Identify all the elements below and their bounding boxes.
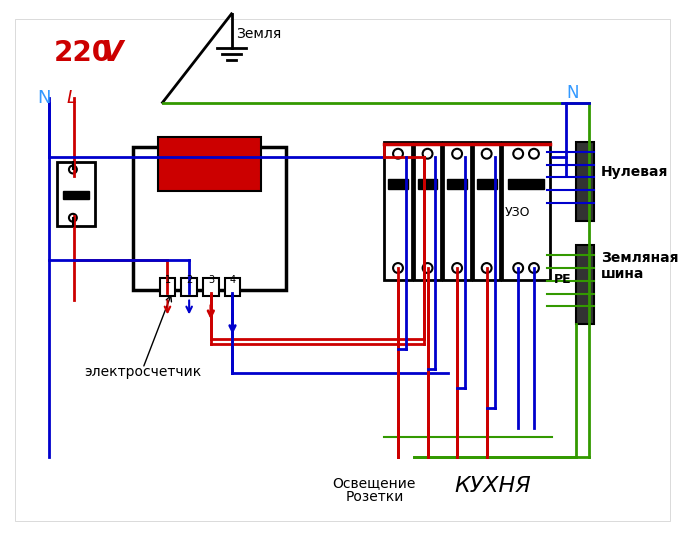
Circle shape xyxy=(514,149,523,159)
Bar xyxy=(576,142,594,221)
Bar xyxy=(414,142,441,280)
Bar xyxy=(418,179,437,189)
Bar xyxy=(473,142,500,280)
Bar xyxy=(133,147,286,289)
Circle shape xyxy=(69,214,77,222)
Text: 3: 3 xyxy=(208,275,214,285)
Bar xyxy=(224,278,240,295)
Circle shape xyxy=(482,263,491,273)
Bar xyxy=(63,190,89,199)
Text: L: L xyxy=(67,89,77,107)
Bar xyxy=(502,142,550,280)
Text: КУХНЯ: КУХНЯ xyxy=(455,476,531,495)
Circle shape xyxy=(393,149,403,159)
Text: V: V xyxy=(101,39,123,67)
Bar xyxy=(384,142,412,280)
Circle shape xyxy=(423,149,432,159)
Bar xyxy=(158,137,261,191)
Text: электросчетчик: электросчетчик xyxy=(83,365,201,379)
Bar xyxy=(181,278,197,295)
Text: N: N xyxy=(566,83,579,102)
Bar xyxy=(57,161,95,225)
Text: 1: 1 xyxy=(165,275,171,285)
Circle shape xyxy=(529,149,539,159)
Circle shape xyxy=(69,166,77,173)
Text: N: N xyxy=(38,89,51,107)
Circle shape xyxy=(529,263,539,273)
Circle shape xyxy=(482,149,491,159)
Circle shape xyxy=(423,263,432,273)
Bar xyxy=(576,245,594,324)
Text: УЗО: УЗО xyxy=(505,206,530,219)
Text: шина: шина xyxy=(601,267,644,281)
Bar xyxy=(508,179,543,189)
Bar xyxy=(160,278,175,295)
Text: Земляная: Земляная xyxy=(601,251,678,265)
Text: Розетки: Розетки xyxy=(345,491,404,505)
Bar xyxy=(477,179,496,189)
Text: 220: 220 xyxy=(54,39,113,67)
Text: Освещение: Освещение xyxy=(333,476,416,490)
Bar xyxy=(203,278,219,295)
Circle shape xyxy=(452,149,462,159)
Bar xyxy=(448,179,467,189)
Circle shape xyxy=(393,263,403,273)
Text: Нулевая: Нулевая xyxy=(601,165,669,179)
Text: PE: PE xyxy=(554,273,571,286)
Circle shape xyxy=(452,263,462,273)
Bar xyxy=(443,142,471,280)
Text: 4: 4 xyxy=(229,275,236,285)
Text: Земля: Земля xyxy=(236,27,281,41)
Text: 2: 2 xyxy=(186,275,193,285)
Circle shape xyxy=(514,263,523,273)
Bar xyxy=(388,179,408,189)
